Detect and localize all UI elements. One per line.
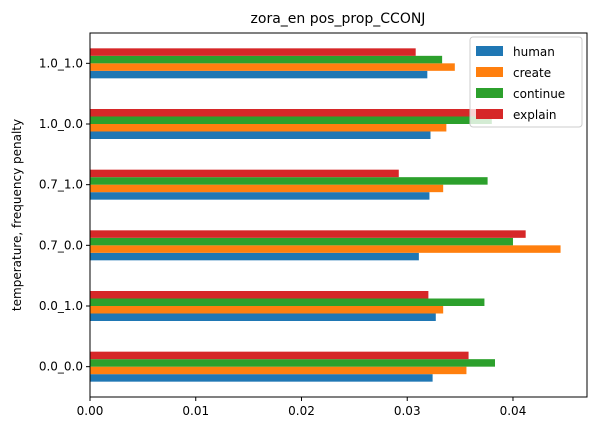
legend-label-explain: explain — [513, 108, 557, 122]
bar-explain-0.7_0.0 — [90, 230, 526, 238]
bar-explain-1.0_0.0 — [90, 109, 488, 117]
chart-title: zora_en pos_prop_CCONJ — [251, 11, 426, 27]
bar-continue-0.7_1.0 — [90, 177, 488, 185]
bar-human-1.0_0.0 — [90, 131, 431, 139]
bar-create-0.7_1.0 — [90, 184, 444, 193]
bar-continue-0.7_0.0 — [90, 237, 513, 246]
y-tick-label: 0.7_0.0 — [39, 238, 83, 252]
bar-human-1.0_1.0 — [90, 70, 428, 79]
bar-create-1.0_1.0 — [90, 63, 455, 71]
bar-explain-0.0_1.0 — [90, 291, 429, 299]
bar-create-0.7_0.0 — [90, 245, 561, 253]
bar-explain-1.0_1.0 — [90, 48, 416, 56]
bar-create-0.0_0.0 — [90, 366, 467, 375]
legend-swatch-explain — [476, 109, 503, 119]
bar-continue-1.0_0.0 — [90, 116, 492, 124]
legend-label-continue: continue — [513, 87, 565, 101]
legend-swatch-human — [476, 46, 503, 56]
legend-label-create: create — [513, 66, 551, 80]
legend: human create continue explain — [469, 36, 583, 128]
bar-human-0.0_0.0 — [90, 374, 433, 382]
bar-continue-1.0_1.0 — [90, 55, 443, 64]
bar-create-1.0_0.0 — [90, 124, 447, 132]
legend-swatch-create — [476, 67, 503, 77]
bar-explain-0.0_0.0 — [90, 351, 469, 360]
axes-layer: 0.00 0.01 0.02 0.03 0.04 — [77, 32, 588, 418]
legend-swatch-continue — [476, 88, 503, 98]
x-tick-label: 0.01 — [182, 404, 209, 418]
plot-frame — [89, 32, 588, 398]
legend-box — [469, 36, 583, 128]
x-tick-label: 0.02 — [288, 404, 315, 418]
y-tick-label: 0.0_1.0 — [39, 299, 83, 313]
x-tick-label: 0.03 — [394, 404, 421, 418]
legend-label-human: human — [513, 45, 555, 59]
bar-human-0.7_1.0 — [90, 192, 430, 200]
bars-layer: 0.0_0.0 0.0_1.0 0.7_0.0 0.7_1.0 1.0_0.0 1.0_1… — [39, 48, 561, 382]
x-tick-label: 0.04 — [500, 404, 527, 418]
y-tick-label: 0.0_0.0 — [39, 360, 83, 374]
x-tick-label: 0.00 — [77, 404, 104, 418]
bar-human-0.0_1.0 — [90, 313, 436, 321]
bar-human-0.7_0.0 — [90, 252, 419, 261]
y-tick-label: 1.0_0.0 — [39, 117, 83, 131]
y-tick-label: 1.0_1.0 — [39, 56, 83, 70]
bar-explain-0.7_1.0 — [90, 169, 399, 178]
bar-continue-0.0_0.0 — [90, 359, 496, 367]
bar-create-0.0_1.0 — [90, 306, 444, 314]
bar-continue-0.0_1.0 — [90, 298, 485, 306]
y-axis-label: temperature, frequency penalty — [10, 119, 24, 311]
y-tick-label: 0.7_1.0 — [39, 178, 83, 192]
